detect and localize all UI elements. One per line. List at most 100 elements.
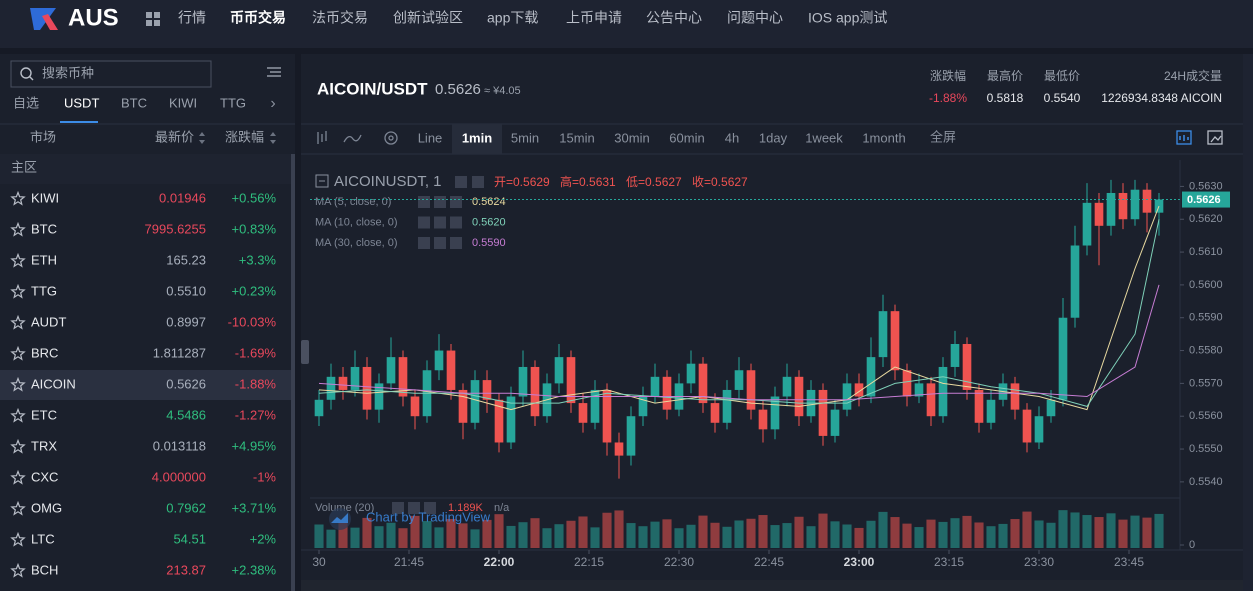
dynamic-layer: AUS 行情 币币交易 法币交易 创新试验区 app下载 上币申请 公告中心 问题中心 IOS a… [0,4,1230,578]
interval-button[interactable]: 1min [462,130,492,145]
search-placeholder[interactable]: 搜索币种 [42,65,94,80]
market-tab[interactable]: BTC [121,95,147,110]
legend-icon[interactable] [455,176,467,188]
market-name[interactable]: CXC [31,469,58,484]
toolbar-icons[interactable] [317,131,398,145]
market-name[interactable]: AICOIN [31,376,76,391]
legend-icon[interactable] [392,502,404,514]
scrollbar[interactable] [291,154,295,591]
y-tick-label: 0.5600 [1189,279,1223,291]
market-name[interactable]: TRX [31,438,57,453]
interval-button[interactable]: 30min [614,130,649,145]
market-name[interactable]: KIWI [31,190,59,205]
favorite-star[interactable] [10,314,26,330]
favorite-star[interactable] [10,190,26,206]
tab-next-arrow[interactable]: › [270,95,275,112]
legend-icon[interactable] [418,216,430,229]
ma-line [318,284,1160,401]
interval-button[interactable]: 15min [559,130,594,145]
market-tab[interactable]: 自选 [13,95,39,110]
favorite-star[interactable] [10,562,26,578]
favorite-star[interactable] [10,221,26,237]
candle-body [638,396,648,417]
interval-button[interactable]: 1day [759,130,788,145]
volume-bar [1082,515,1092,548]
grid-icon[interactable] [146,12,160,26]
nav-item[interactable]: 公告中心 [646,10,702,26]
market-tab[interactable]: USDT [64,95,99,110]
favorite-star[interactable] [10,531,26,547]
nav-item[interactable]: 法币交易 [312,10,368,26]
menu-icon[interactable] [267,67,281,77]
nav-item[interactable]: 行情 [178,10,206,26]
chart-style-icons[interactable] [1176,130,1223,145]
favorite-star[interactable] [10,500,26,516]
candle-body [686,363,696,384]
favorite-star[interactable] [10,283,26,299]
favorite-star[interactable] [10,438,26,454]
favorite-star[interactable] [10,407,26,423]
nav-item[interactable]: 上币申请 [566,10,622,26]
market-change: +0.83% [232,221,277,236]
legend-icon[interactable] [434,216,446,229]
interval-button[interactable]: Line [418,130,443,145]
interval-button[interactable]: 1week [805,130,843,145]
column-header: 市场 [30,129,56,144]
market-name[interactable]: OMG [31,500,62,515]
interval-button[interactable]: 5min [511,130,539,145]
sort-icon [199,132,205,144]
candle-body [710,403,720,423]
watermark-logo [331,513,348,523]
market-name[interactable]: LTC [31,531,55,546]
market-name[interactable]: AUDT [31,314,66,329]
market-name[interactable]: TTG [31,283,57,298]
legend-icon[interactable] [450,237,462,249]
market-name[interactable]: ETC [31,407,57,422]
legend-icon[interactable] [434,237,446,249]
collapse-handle[interactable] [301,340,309,364]
market-name[interactable]: BTC [31,221,57,236]
nav-item[interactable]: IOS app测试 [808,10,887,26]
legend-icon[interactable] [434,196,446,208]
nav-item[interactable]: 币币交易 [230,10,286,26]
interval-button[interactable]: 60min [669,130,704,145]
interval-button[interactable]: 1month [862,130,905,145]
candle-body [530,366,540,417]
candle-body [518,366,528,397]
fullscreen-button[interactable]: 全屏 [930,129,956,144]
market-tab[interactable]: TTG [220,95,246,110]
column-header[interactable]: 最新价 [155,129,194,144]
last-price-label: 0.5626 [1187,194,1221,206]
legend-icon[interactable] [408,502,420,514]
market-name[interactable]: BRC [31,345,58,360]
nav-item[interactable]: 问题中心 [727,10,783,26]
legend-icon[interactable] [418,237,430,249]
legend-icon[interactable] [418,196,430,208]
candle-body [758,409,768,430]
favorite-star[interactable] [10,376,26,392]
volume-bar [662,519,672,548]
market-tab[interactable]: KIWI [169,95,197,110]
collapse-legend-icon[interactable] [315,174,329,188]
column-header[interactable]: 涨跌幅 [225,129,264,144]
search-box[interactable] [10,60,212,88]
volume-bar [890,517,900,548]
candle-body [770,396,780,430]
market-name[interactable]: ETH [31,252,57,267]
candle-body [1142,189,1152,213]
nav-item[interactable]: 创新试验区 [393,10,463,26]
interval-button[interactable]: 4h [725,130,739,145]
favorite-star[interactable] [10,469,26,485]
volume-bar [758,515,768,548]
favorite-star[interactable] [10,345,26,361]
market-name[interactable]: BCH [31,562,58,577]
legend-icon[interactable] [424,502,436,514]
legend-icon[interactable] [450,216,462,229]
legend-icon[interactable] [472,176,484,188]
market-price: 0.8997 [166,314,206,329]
nav-item[interactable]: app下载 [487,10,538,26]
favorite-star[interactable] [10,252,26,268]
legend-icon[interactable] [450,196,462,208]
volume-bar [338,522,348,548]
